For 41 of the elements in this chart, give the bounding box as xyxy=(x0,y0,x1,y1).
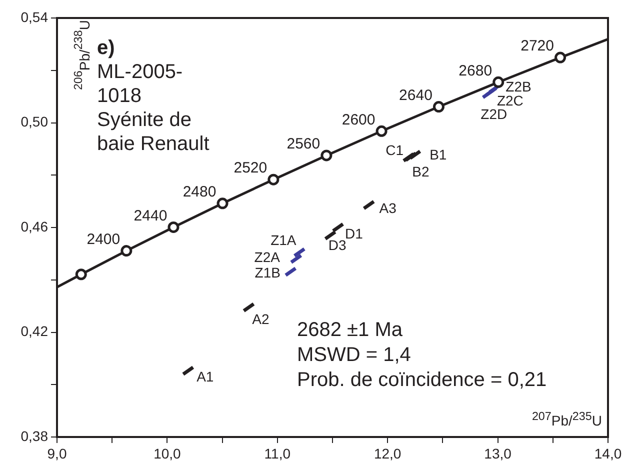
x-tick-label: 10,0 xyxy=(154,445,182,462)
annotation: 2400 xyxy=(86,230,120,248)
annotation: 2682 ±1 Ma xyxy=(297,318,404,343)
annotation: MSWD = 1,4 xyxy=(297,343,412,368)
annotation: Z2B xyxy=(506,78,532,95)
x-tick-label: 11,0 xyxy=(264,445,291,462)
annotation: e) xyxy=(97,36,116,60)
annotation: Prob. de coïncidence = 0,21 xyxy=(297,368,547,393)
annotation: 2520 xyxy=(234,160,268,177)
annotation: ML-2005-1018 xyxy=(97,60,184,108)
annotation: C1 xyxy=(386,142,404,158)
annotation: B1 xyxy=(430,146,447,163)
x-axis-title: $^{207}$Pb/$^{235}$U xyxy=(532,410,602,429)
annotation: Z1A xyxy=(270,232,297,248)
annotation: Z1B xyxy=(254,264,280,281)
y-tick-label: 0,50 xyxy=(20,114,48,130)
annotation: A1 xyxy=(196,368,214,385)
annotation: Z2C xyxy=(496,92,524,108)
annotation: A2 xyxy=(252,311,270,328)
y-tick-label: 0,42 xyxy=(20,323,48,340)
annotation: D3 xyxy=(328,237,346,254)
y-tick-label: 0,46 xyxy=(20,218,48,234)
y-tick-label: 0,54 xyxy=(20,8,48,25)
annotation: A3 xyxy=(379,200,397,216)
x-tick-label: 13,0 xyxy=(484,445,512,462)
y-tick-label: 0,38 xyxy=(20,428,48,444)
annotation: 2600 xyxy=(342,111,376,128)
annotation: 2680 xyxy=(458,62,492,80)
annotation: Syénite de baie Renault xyxy=(97,108,210,156)
annotation: D1 xyxy=(345,225,364,242)
annotation: Z2D xyxy=(480,106,508,122)
x-tick-label: 14,0 xyxy=(594,445,622,462)
annotation: B2 xyxy=(412,164,430,180)
annotation: Z2A xyxy=(254,248,281,265)
x-tick-label: 9,0 xyxy=(47,445,67,462)
annotation: 2480 xyxy=(182,184,216,201)
annotation: 2440 xyxy=(134,207,168,224)
annotation: 2640 xyxy=(399,86,432,104)
x-tick-label: 12,0 xyxy=(374,445,402,462)
annotation: 2560 xyxy=(286,136,320,153)
annotation: 2720 xyxy=(520,38,554,55)
